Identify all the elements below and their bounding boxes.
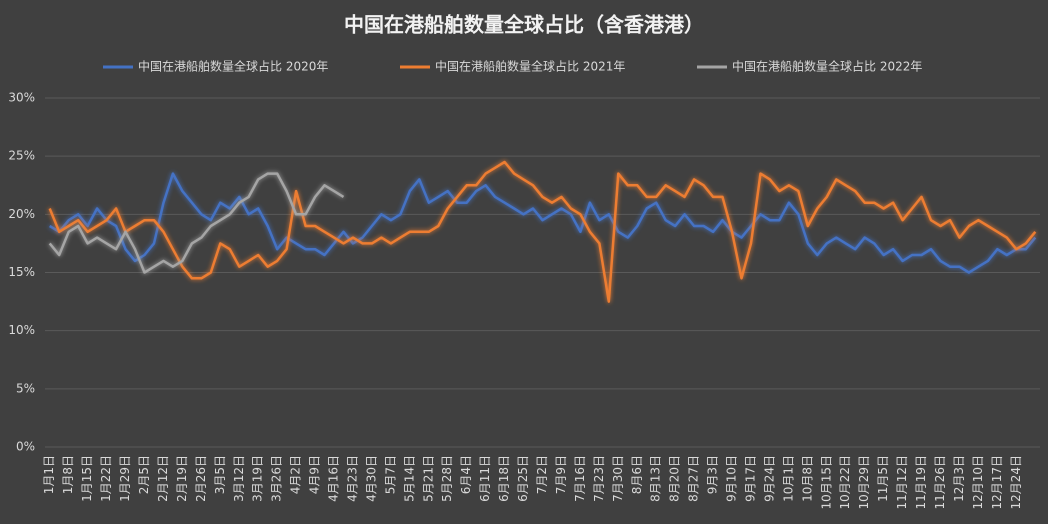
legend-entry: 中国在港船舶数量全球占比 2021年 bbox=[400, 59, 625, 74]
y-tick-label: 20% bbox=[8, 207, 35, 221]
x-tick-label: 8月13日 bbox=[649, 455, 663, 502]
x-tick-label: 5月21日 bbox=[421, 455, 435, 502]
x-tick-label: 12月3日 bbox=[952, 455, 966, 502]
x-tick-label: 4月30日 bbox=[364, 455, 378, 502]
x-tick-label: 12月10日 bbox=[971, 455, 985, 510]
series-line bbox=[48, 172, 345, 274]
y-tick-label: 30% bbox=[8, 91, 35, 105]
x-tick-label: 7月2日 bbox=[535, 455, 549, 494]
legend-entry: 中国在港船舶数量全球占比 2022年 bbox=[697, 59, 922, 74]
x-tick-label: 4月9日 bbox=[308, 455, 322, 494]
series-line bbox=[49, 172, 1037, 274]
x-tick-label: 3月12日 bbox=[232, 455, 246, 502]
x-tick-label: 6月11日 bbox=[478, 455, 492, 502]
series-line bbox=[48, 160, 1037, 303]
x-tick-label: 11月5日 bbox=[876, 455, 890, 502]
x-tick-label: 12月17日 bbox=[990, 455, 1004, 510]
y-tick-label: 25% bbox=[8, 149, 35, 163]
x-tick-label: 1月15日 bbox=[80, 455, 94, 502]
x-tick-label: 9月17日 bbox=[743, 455, 757, 502]
x-tick-label: 12月24日 bbox=[1009, 455, 1023, 510]
y-tick-label: 0% bbox=[16, 440, 35, 454]
x-tick-label: 3月19日 bbox=[251, 455, 265, 502]
x-tick-label: 8月6日 bbox=[630, 455, 644, 494]
x-tick-label: 1月8日 bbox=[61, 455, 75, 494]
x-tick-label: 8月27日 bbox=[687, 455, 701, 502]
x-tick-label: 1月29日 bbox=[118, 455, 132, 502]
chart-title: 中国在港船舶数量全球占比（含香港港） bbox=[344, 13, 704, 37]
x-tick-label: 1月22日 bbox=[99, 455, 113, 502]
x-tick-label: 7月23日 bbox=[592, 455, 606, 502]
x-tick-label: 2月12日 bbox=[156, 455, 170, 502]
x-tick-label: 5月28日 bbox=[440, 455, 454, 502]
x-tick-label: 11月26日 bbox=[933, 455, 947, 510]
x-tick-label: 7月16日 bbox=[573, 455, 587, 502]
x-tick-label: 4月16日 bbox=[327, 455, 341, 502]
x-tick-label: 5月7日 bbox=[383, 455, 397, 494]
x-tick-label: 7月9日 bbox=[554, 455, 568, 494]
x-tick-label: 2月19日 bbox=[175, 455, 189, 502]
x-tick-label: 11月12日 bbox=[895, 455, 909, 510]
x-tick-label: 1月1日 bbox=[42, 455, 56, 494]
x-tick-label: 6月18日 bbox=[497, 455, 511, 502]
x-tick-label: 4月2日 bbox=[289, 455, 303, 494]
x-tick-label: 10月22日 bbox=[838, 455, 852, 510]
y-tick-label: 5% bbox=[16, 381, 35, 395]
x-tick-label: 11月19日 bbox=[914, 455, 928, 510]
x-tick-label: 9月10日 bbox=[725, 455, 739, 502]
x-tick-label: 9月24日 bbox=[762, 455, 776, 502]
x-tick-label: 8月20日 bbox=[668, 455, 682, 502]
x-tick-label: 6月25日 bbox=[516, 455, 530, 502]
legend-entry: 中国在港船舶数量全球占比 2020年 bbox=[103, 59, 328, 74]
x-tick-label: 5月14日 bbox=[402, 455, 416, 502]
x-tick-label: 7月30日 bbox=[611, 455, 625, 502]
y-tick-label: 10% bbox=[8, 323, 35, 337]
x-tick-label: 6月4日 bbox=[459, 455, 473, 494]
x-tick-label: 3月26日 bbox=[270, 455, 284, 502]
x-tick-label: 10月29日 bbox=[857, 455, 871, 510]
x-tick-label: 10月8日 bbox=[800, 455, 814, 502]
x-tick-label: 10月15日 bbox=[819, 455, 833, 510]
x-tick-label: 9月3日 bbox=[706, 455, 720, 494]
x-tick-label: 3月5日 bbox=[213, 455, 227, 494]
legend-label: 中国在港船舶数量全球占比 2021年 bbox=[435, 59, 625, 74]
y-tick-label: 15% bbox=[8, 265, 35, 279]
x-tick-label: 10月1日 bbox=[781, 455, 795, 502]
legend-label: 中国在港船舶数量全球占比 2020年 bbox=[138, 59, 328, 74]
x-tick-label: 2月5日 bbox=[137, 455, 151, 494]
x-tick-label: 2月26日 bbox=[194, 455, 208, 502]
legend-label: 中国在港船舶数量全球占比 2022年 bbox=[732, 59, 922, 74]
x-tick-label: 4月23日 bbox=[345, 455, 359, 502]
